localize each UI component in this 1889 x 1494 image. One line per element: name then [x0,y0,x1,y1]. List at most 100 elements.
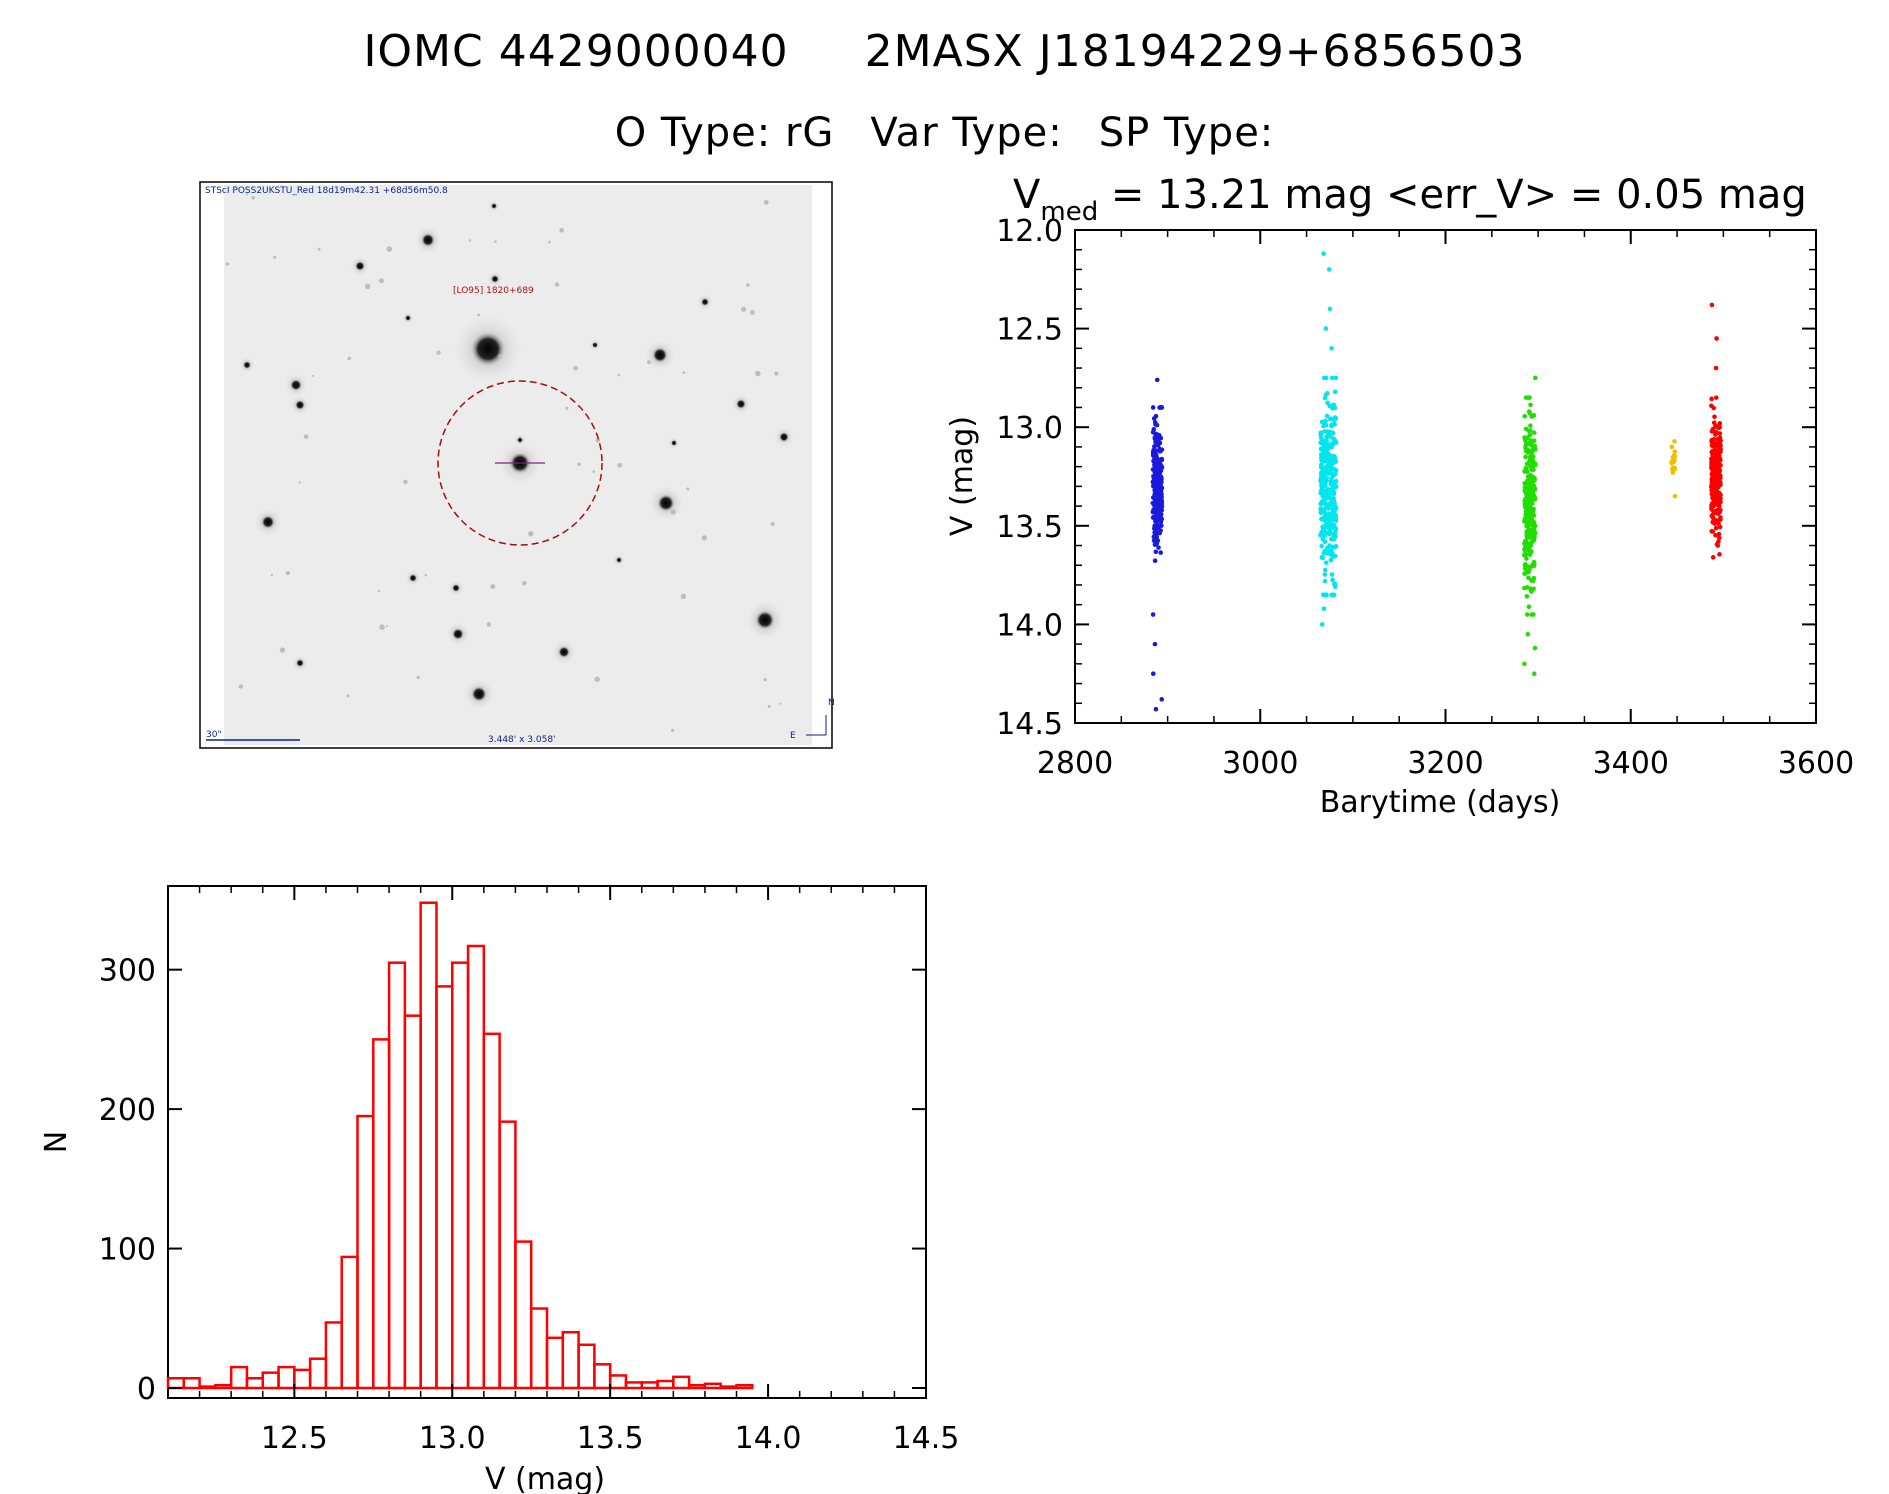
light-curve-point [1523,465,1529,471]
light-curve-point [1318,532,1323,538]
light-curve-point [1531,671,1537,676]
light-curve-point [1326,470,1331,475]
light-curve-point [1532,530,1538,536]
light-curve-point [1323,560,1329,565]
finder-star [491,203,497,209]
light-curve-point [1318,488,1324,494]
finder-star [261,515,275,529]
light-curve-point [1713,395,1719,400]
light-curve-point [1713,525,1719,531]
light-curve-point [1329,592,1335,598]
light-curve-point [1715,455,1721,460]
light-curve-points [1150,251,1723,712]
light-curve-point [1155,443,1161,448]
light-curve-point [1324,440,1330,446]
light-curve-point [1156,545,1161,550]
object-type: O Type: rG [614,110,835,156]
finder-star [470,331,506,367]
light-curve-point [1709,302,1715,308]
finder-faint-star [279,647,286,653]
light-curve-point [1321,420,1326,426]
light-curve-point [1150,429,1156,435]
light-curve-point [1526,518,1532,524]
light-curve-point [1153,524,1159,530]
light-curve-point [1329,552,1334,558]
finder-faint-star [577,462,581,467]
light-curve-series-season-2 [1318,251,1339,627]
light-curve-point [1329,487,1334,492]
light-curve-ytick-label: 12.5 [996,313,1063,348]
finder-faint-star [554,282,560,287]
light-curve-point [1319,554,1325,560]
light-curve-point [1716,531,1722,537]
light-curve-point [1159,465,1165,470]
light-curve-ytick-label: 14.0 [996,608,1063,643]
light-curve-point [1152,509,1158,515]
light-curve-point [1712,414,1717,420]
scale-label: 30" [206,730,222,740]
finder-faint-star [617,462,623,468]
light-curve-point [1332,389,1338,395]
light-curve-point [1523,454,1528,460]
light-curve-point [1531,438,1537,443]
finder-faint-star [763,199,769,205]
histogram-bar [245,1376,264,1390]
finder-faint-star [647,360,651,365]
light-curve-point [1329,572,1335,577]
light-curve-point [1528,477,1533,482]
light-curve-point [1322,592,1327,598]
finder-faint-star [424,573,428,577]
light-curve-point [1154,454,1159,460]
light-curve-series-season-3 [1521,375,1538,676]
light-curve-point [1718,462,1723,468]
light-curve-point [1156,496,1162,502]
fov-label: 3.448' x 3.058' [488,735,556,745]
finder-faint-star [594,676,600,683]
finder-faint-star [670,728,675,732]
light-curve-point [1322,578,1328,584]
histogram-bar [214,1383,233,1390]
light-curve-frame [1074,229,1817,724]
light-curve-point [1529,467,1535,472]
light-curve-point [1529,443,1535,448]
light-curve-point [1331,421,1337,427]
finder-star [491,275,499,283]
object-id-2masx: 2MASX J18194229+6856503 [864,26,1526,77]
finder-faint-star [774,371,779,376]
finder-faint-star [617,373,621,377]
finder-faint-star [298,481,301,484]
histogram-bar [687,1383,707,1390]
light-curve-point [1319,622,1325,627]
light-curve-point [1709,403,1714,409]
histogram-xtick-label: 13.5 [577,1421,644,1456]
light-curve-point [1332,405,1338,411]
histogram-ytick-label: 300 [99,954,156,989]
light-curve-point [1155,486,1160,491]
light-curve-point [1158,550,1163,555]
light-curve-ytick-label: 13.0 [996,411,1063,446]
east-label: E [790,731,796,741]
finder-faint-star [273,255,277,259]
light-curve-point [1157,491,1163,496]
light-curve-point [1714,424,1720,430]
light-curve-point [1532,645,1538,651]
finder-faint-star [403,479,408,485]
light-curve-xtick-label: 3600 [1778,746,1854,781]
light-curve-point [1323,511,1329,516]
light-curve-point [1331,499,1337,505]
light-curve-point [1322,497,1327,503]
finder-faint-star [779,702,782,705]
light-curve-point [1715,436,1720,442]
light-curve-point [1330,511,1336,516]
light-curve-point [1159,697,1165,702]
light-curve-plot: 2800 3000 3200 3400 3600 12.0 12.5 13.0 13.5 14.0… [945,214,1854,820]
finder-star [755,610,775,630]
light-curve-point [1320,470,1325,475]
light-curve-point [1530,491,1536,497]
light-curve-point [1714,487,1719,493]
finder-faint-star [364,283,371,290]
finder-star [421,233,435,247]
finder-faint-star [377,589,380,593]
light-curve-point [1153,519,1158,524]
light-curve-ytick-label: 13.5 [996,510,1063,545]
